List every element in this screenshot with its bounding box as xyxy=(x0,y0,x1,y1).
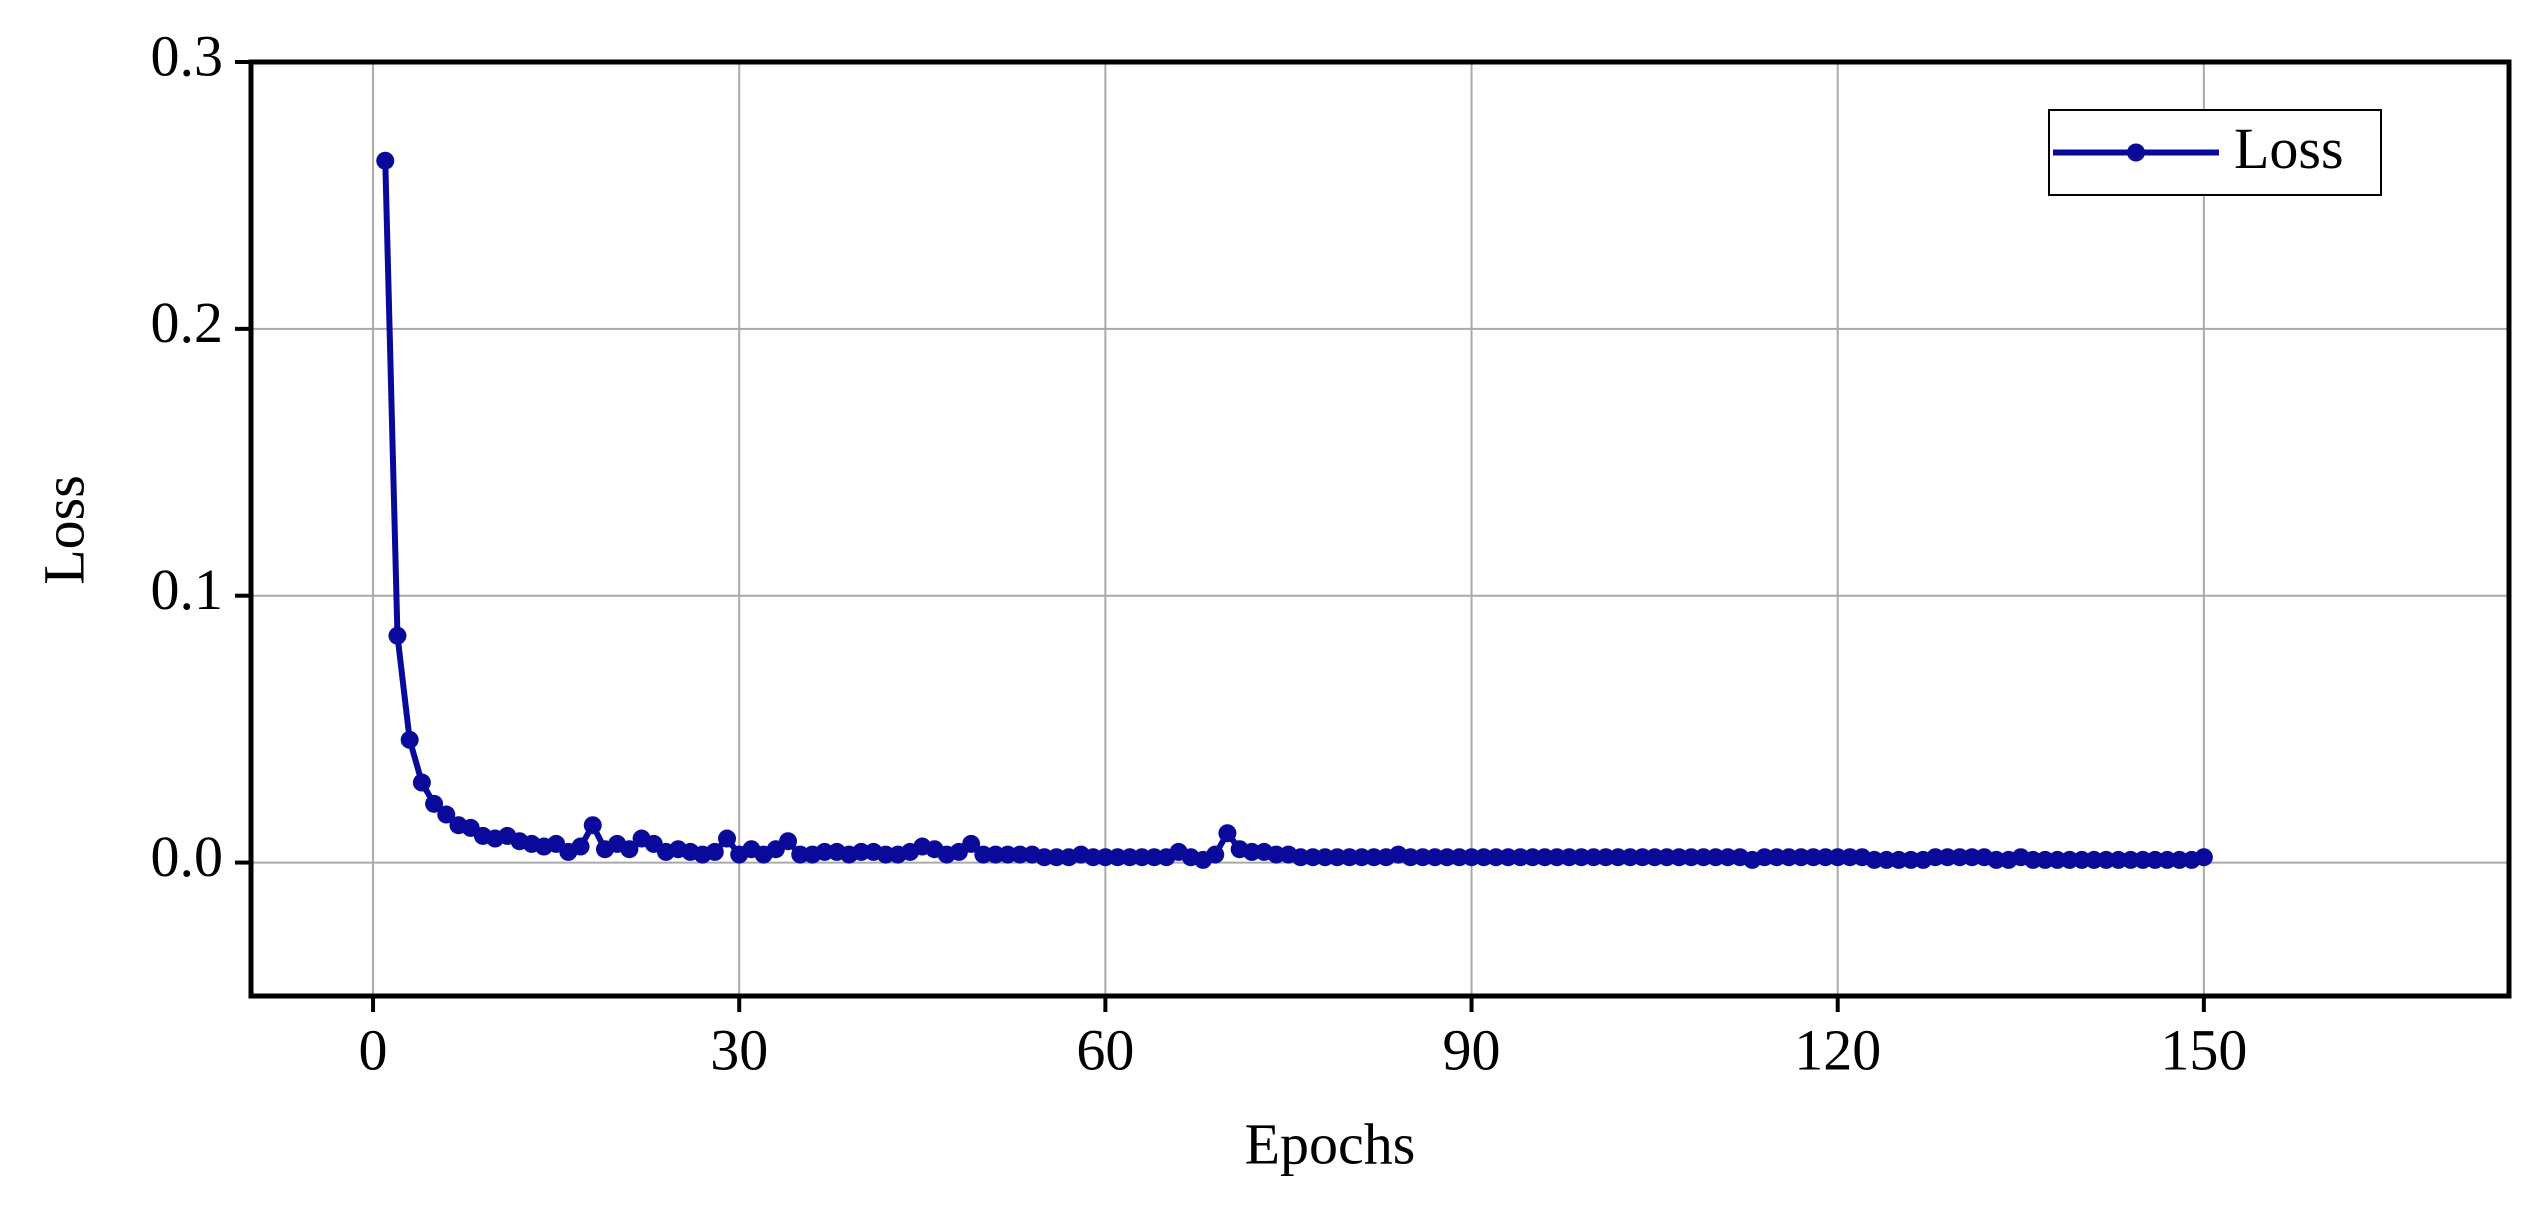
plot-frame xyxy=(248,59,2512,999)
y-tick-label: 0.2 xyxy=(151,290,224,355)
x-tick-label: 150 xyxy=(2160,1017,2247,1082)
x-tick-label: 0 xyxy=(359,1017,388,1082)
point xyxy=(412,773,431,792)
series-line xyxy=(382,160,2205,863)
legend-marker xyxy=(2127,143,2145,162)
y-tick-label: 0.3 xyxy=(151,23,224,88)
point xyxy=(571,837,590,856)
point xyxy=(425,794,444,813)
x-tick-label: 90 xyxy=(1443,1017,1501,1082)
point xyxy=(705,842,724,861)
point xyxy=(1206,845,1225,864)
point xyxy=(962,834,981,853)
point xyxy=(1218,824,1237,843)
point xyxy=(779,832,798,851)
y-tick-label: 0.1 xyxy=(151,557,224,622)
x-axis-title: Epochs xyxy=(1245,1111,1416,1176)
point xyxy=(388,626,407,645)
x-tick-label: 30 xyxy=(710,1017,768,1082)
legend-label: Loss xyxy=(2234,116,2344,181)
x-tick-label: 60 xyxy=(1076,1017,1134,1082)
point xyxy=(620,840,639,859)
point xyxy=(583,816,602,835)
point xyxy=(400,730,419,749)
y-axis-title: Loss xyxy=(31,475,96,585)
point xyxy=(2194,848,2213,867)
point xyxy=(437,805,456,824)
point xyxy=(718,829,737,848)
y-tick-label: 0.0 xyxy=(151,824,224,889)
x-tick-label: 120 xyxy=(1794,1017,1881,1082)
point xyxy=(376,151,395,170)
